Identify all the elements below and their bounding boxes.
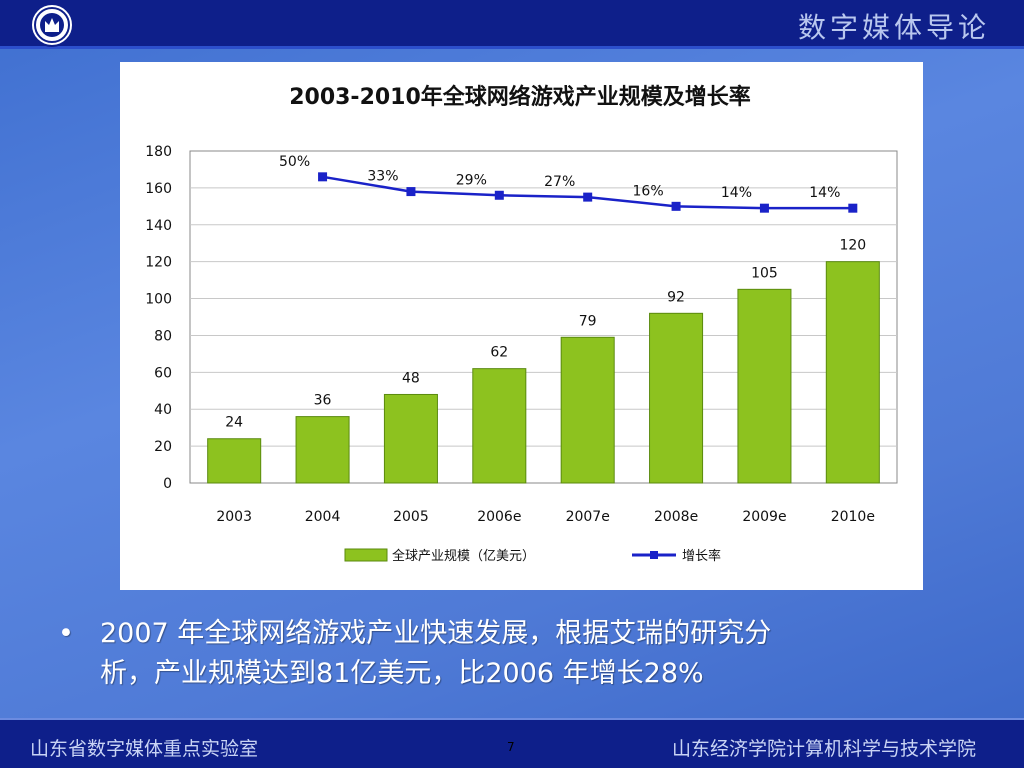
y-tick-label: 180 xyxy=(145,144,172,160)
growth-rate-label: 29% xyxy=(456,172,487,188)
x-tick-label: 2003 xyxy=(216,509,252,525)
growth-rate-point xyxy=(318,172,328,182)
bar-series xyxy=(207,261,880,484)
x-tick-label: 2010e xyxy=(831,509,875,525)
bullet-paragraph: • 2007 年全球网络游戏产业快速发展，根据艾瑞的研究分 析，产业规模达到81… xyxy=(58,614,958,694)
bar xyxy=(560,336,615,484)
growth-rate-point xyxy=(583,192,593,202)
y-tick-label: 160 xyxy=(145,181,172,197)
legend-swatch-bar xyxy=(344,548,388,562)
growth-rate-label: 14% xyxy=(721,185,752,201)
bar xyxy=(295,416,350,484)
bar-line-chart: 2003-2010年全球网络游戏产业规模及增长率 0 20 40 60 80 100 120… xyxy=(145,84,898,564)
y-axis: 0 20 40 60 80 100 120 140 160 180 xyxy=(145,144,172,492)
legend-label-bar: 全球产业规模（亿美元） xyxy=(392,548,535,564)
x-tick-label: 2005 xyxy=(393,509,429,525)
bar xyxy=(383,393,438,484)
x-tick-label: 2006e xyxy=(477,509,521,525)
legend-swatch-marker xyxy=(650,551,658,559)
footer-bar: 山东省数字媒体重点实验室 7 山东经济学院计算机科学与技术学院 xyxy=(0,718,1024,768)
chart-panel: 2003-2010年全球网络游戏产业规模及增长率 0 20 40 60 80 100 120… xyxy=(120,62,923,590)
footer-lab-name: 山东省数字媒体重点实验室 xyxy=(30,738,259,760)
x-tick-label: 2008e xyxy=(654,509,698,525)
bullet-line-2: 析，产业规模达到81亿美元，比2006 年增长28% xyxy=(100,658,704,689)
growth-rate-point xyxy=(848,203,858,213)
bar xyxy=(737,288,792,484)
bar xyxy=(207,438,262,484)
bullet-line-1: 2007 年全球网络游戏产业快速发展，根据艾瑞的研究分 xyxy=(100,618,772,649)
page-number: 7 xyxy=(507,740,515,754)
growth-rate-label: 50% xyxy=(279,154,310,170)
university-seal-icon xyxy=(30,3,74,47)
header-bar: 数字媒体导论 xyxy=(0,0,1024,49)
bar-value-label: 36 xyxy=(314,393,332,409)
bar-value-label: 62 xyxy=(490,345,508,361)
footer-school-name: 山东经济学院计算机科学与技术学院 xyxy=(671,738,976,760)
legend-label-line: 增长率 xyxy=(682,548,721,564)
bar-value-label: 105 xyxy=(751,265,778,281)
bullet-dot-icon: • xyxy=(58,618,74,649)
growth-rate-label: 27% xyxy=(544,174,575,190)
growth-rate-point xyxy=(671,201,681,211)
x-tick-label: 2007e xyxy=(566,509,610,525)
x-tick-label: 2009e xyxy=(742,509,786,525)
slide-header-title: 数字媒体导论 xyxy=(797,11,990,44)
bar-value-label: 79 xyxy=(579,313,597,329)
chart-title: 2003-2010年全球网络游戏产业规模及增长率 xyxy=(289,84,751,110)
x-tick-label: 2004 xyxy=(305,509,341,525)
growth-rate-label: 14% xyxy=(809,185,840,201)
growth-rate-series: 50% 33% 29% 27% 16% 14% 14% xyxy=(279,154,858,213)
bar-value-label: 48 xyxy=(402,370,420,386)
growth-rate-point xyxy=(406,187,416,197)
y-tick-label: 60 xyxy=(154,365,172,381)
x-axis: 2003 2004 2005 2006e 2007e 2008e 2009e 2010e xyxy=(216,509,875,525)
y-tick-label: 140 xyxy=(145,218,172,234)
bar-data-labels: 24 36 48 62 79 92 105 120 xyxy=(225,238,866,431)
growth-rate-label: 16% xyxy=(633,183,664,199)
y-tick-label: 120 xyxy=(145,255,172,271)
y-tick-label: 80 xyxy=(154,328,172,344)
bar xyxy=(825,261,880,484)
growth-rate-point xyxy=(494,190,504,200)
seal-graphic xyxy=(34,7,70,43)
bar xyxy=(649,312,704,484)
y-tick-label: 0 xyxy=(163,476,172,492)
y-tick-label: 40 xyxy=(154,402,172,418)
bar-value-label: 120 xyxy=(839,238,866,254)
y-tick-label: 100 xyxy=(145,292,172,308)
y-tick-label: 20 xyxy=(154,439,172,455)
bar-value-label: 92 xyxy=(667,289,685,305)
bar-value-label: 24 xyxy=(225,415,243,431)
growth-rate-point xyxy=(759,203,769,213)
chart-legend: 全球产业规模（亿美元） 增长率 xyxy=(344,548,721,564)
growth-rate-label: 33% xyxy=(367,169,398,185)
bar xyxy=(472,368,527,484)
